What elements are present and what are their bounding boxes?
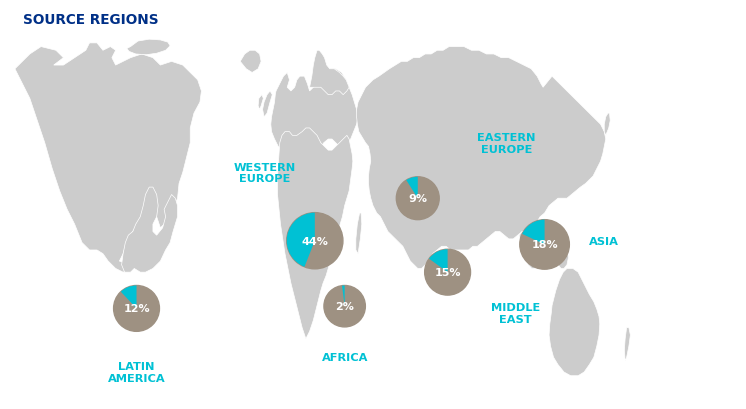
Text: WESTERN
EUROPE: WESTERN EUROPE xyxy=(233,162,296,184)
Polygon shape xyxy=(557,247,568,269)
Polygon shape xyxy=(604,114,610,136)
Wedge shape xyxy=(407,178,418,199)
Text: ASIA: ASIA xyxy=(589,236,619,246)
Text: 44%: 44% xyxy=(301,236,328,246)
Polygon shape xyxy=(278,128,353,339)
Polygon shape xyxy=(258,95,263,110)
Circle shape xyxy=(396,178,439,220)
Polygon shape xyxy=(519,232,540,269)
Circle shape xyxy=(324,286,366,327)
Polygon shape xyxy=(122,188,178,272)
Circle shape xyxy=(286,213,343,269)
Polygon shape xyxy=(15,44,201,272)
Text: AFRICA: AFRICA xyxy=(322,353,368,362)
Text: 18%: 18% xyxy=(531,240,558,250)
Wedge shape xyxy=(121,286,137,309)
Polygon shape xyxy=(263,92,272,117)
Circle shape xyxy=(520,220,569,270)
Text: LATIN
AMERICA: LATIN AMERICA xyxy=(107,361,166,383)
Circle shape xyxy=(113,286,160,332)
Polygon shape xyxy=(240,51,261,73)
Polygon shape xyxy=(356,213,362,254)
Wedge shape xyxy=(342,286,345,306)
Text: SOURCE REGIONS: SOURCE REGIONS xyxy=(23,13,159,27)
Text: PERCENTAGE OF TOTAL STUDENT WEEKS*: PERCENTAGE OF TOTAL STUDENT WEEKS* xyxy=(245,13,565,27)
Polygon shape xyxy=(127,40,170,56)
Wedge shape xyxy=(429,249,448,272)
Circle shape xyxy=(424,249,471,295)
Wedge shape xyxy=(286,213,315,267)
Polygon shape xyxy=(549,269,600,376)
Wedge shape xyxy=(522,220,545,245)
Polygon shape xyxy=(624,328,630,361)
Text: 12%: 12% xyxy=(123,303,150,314)
Text: 9%: 9% xyxy=(408,194,427,204)
Text: EASTERN
EUROPE: EASTERN EUROPE xyxy=(477,133,536,154)
Polygon shape xyxy=(357,47,606,269)
Text: 15%: 15% xyxy=(434,267,461,277)
Polygon shape xyxy=(310,51,349,95)
Text: 2%: 2% xyxy=(335,301,354,311)
Polygon shape xyxy=(271,70,358,155)
Polygon shape xyxy=(464,265,467,272)
Text: MIDDLE
EAST: MIDDLE EAST xyxy=(491,302,540,324)
